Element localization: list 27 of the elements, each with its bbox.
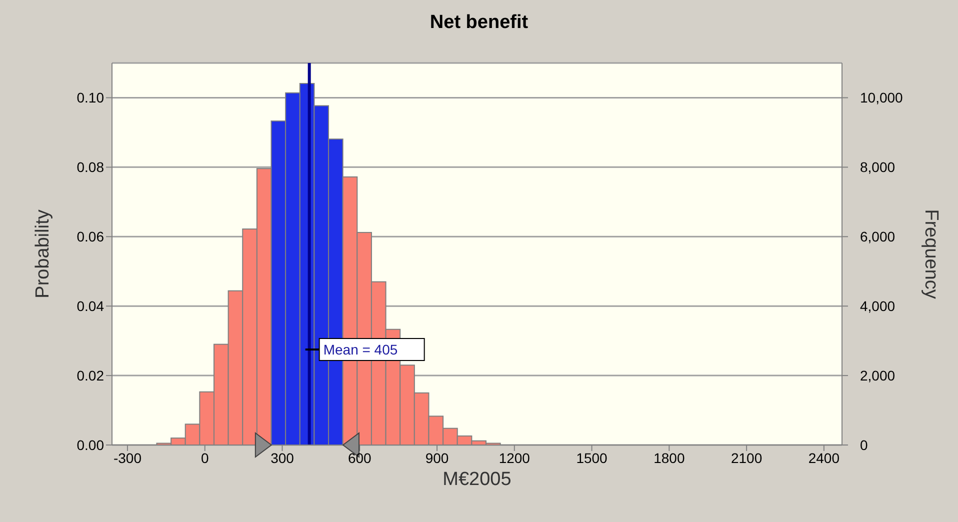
x-tick-label: -300 [113, 450, 142, 466]
y-tick-label: 0.02 [76, 368, 104, 384]
y-tick-label: 0.06 [76, 228, 104, 245]
x-tick-label: 0 [200, 450, 209, 466]
y-tick-label: 0.08 [76, 159, 104, 176]
y-tick-label: 0.04 [76, 298, 104, 314]
x-tick-label: 1800 [654, 450, 685, 466]
ref-line-label: Mean = 405 [323, 342, 398, 358]
chart-title: Net benefit [428, 12, 530, 34]
y2-axis-title: Frequency [920, 209, 942, 300]
y2-tick-label: 8,000 [860, 159, 896, 176]
x-tick-label: 900 [425, 450, 449, 466]
y-tick-label: 0.10 [76, 90, 104, 106]
x-tick-label: 2100 [730, 450, 762, 466]
x-tick-label: 300 [270, 450, 294, 466]
y2-tick-label: 10,000 [860, 90, 904, 106]
y-tick-label: 0.00 [76, 436, 104, 453]
y2-tick-label: 0 [860, 436, 868, 453]
x-tick-label: 1500 [576, 450, 608, 466]
x-axis-title: M€2005 [442, 469, 512, 490]
x-tick-label: 600 [348, 450, 372, 466]
x-tick-label: 1200 [498, 450, 530, 466]
x-tick-label: 2400 [808, 450, 840, 466]
y2-tick-label: 4,000 [860, 298, 896, 314]
y2-tick-label: 6,000 [860, 228, 896, 245]
y2-tick-label: 2,000 [860, 368, 896, 384]
y-axis-title: Probability [32, 209, 54, 298]
